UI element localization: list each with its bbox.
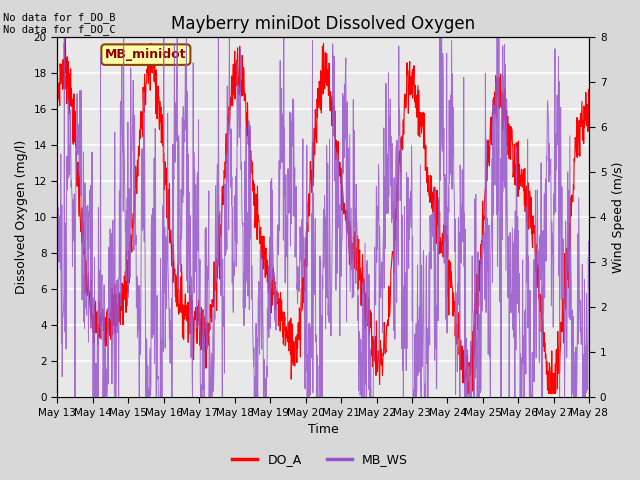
Text: MB_minidot: MB_minidot (105, 48, 187, 61)
X-axis label: Time: Time (308, 423, 339, 436)
Title: Mayberry miniDot Dissolved Oxygen: Mayberry miniDot Dissolved Oxygen (172, 15, 476, 33)
Legend: DO_A, MB_WS: DO_A, MB_WS (227, 448, 413, 471)
Text: No data for f_DO_B
No data for f_DO_C: No data for f_DO_B No data for f_DO_C (3, 12, 116, 36)
Y-axis label: Wind Speed (m/s): Wind Speed (m/s) (612, 162, 625, 273)
Y-axis label: Dissolved Oxygen (mg/l): Dissolved Oxygen (mg/l) (15, 140, 28, 294)
